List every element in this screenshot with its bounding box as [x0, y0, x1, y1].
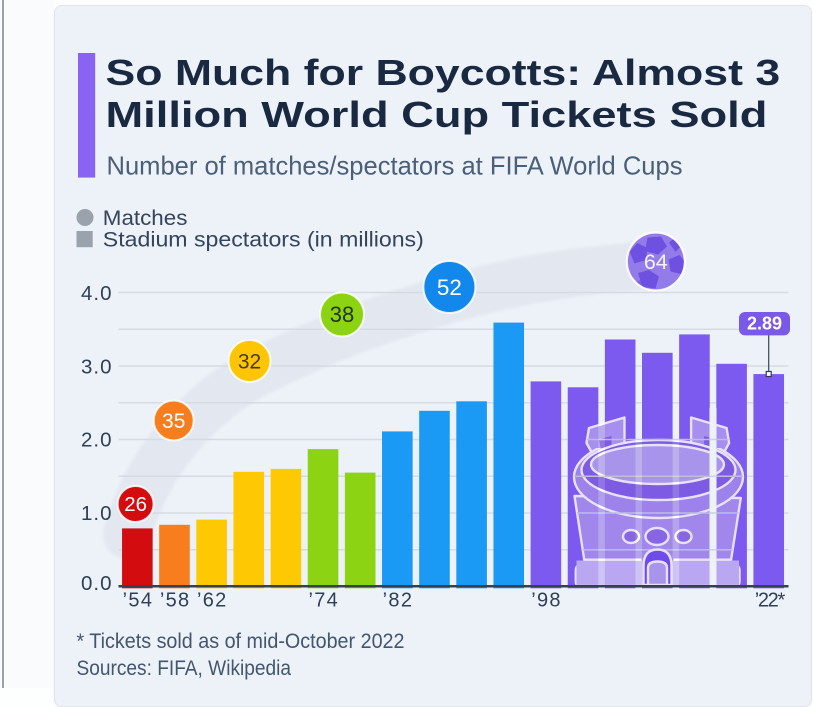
svg-text:’22*: ’22*: [755, 589, 786, 611]
svg-text:* Tickets sold as of mid-Octob: * Tickets sold as of mid-October 2022: [77, 630, 405, 653]
svg-text:Sources: FIFA, Wikipedia: Sources: FIFA, Wikipedia: [77, 657, 292, 680]
svg-text:’62: ’62: [197, 589, 226, 611]
svg-text:’98: ’98: [531, 589, 560, 611]
svg-text:Million World Cup Tickets Sold: Million World Cup Tickets Sold: [106, 94, 768, 135]
svg-text:Number of matches/spectators a: Number of matches/spectators at FIFA Wor…: [107, 151, 683, 181]
svg-text:3.0: 3.0: [81, 355, 112, 378]
svg-text:0.0: 0.0: [81, 572, 112, 595]
svg-text:38: 38: [330, 302, 354, 327]
svg-text:So Much for Boycotts: Almost 3: So Much for Boycotts: Almost 3: [106, 52, 781, 93]
svg-text:2.89: 2.89: [747, 313, 782, 333]
svg-text:Matches: Matches: [103, 206, 188, 230]
svg-text:32: 32: [238, 350, 261, 373]
svg-text:’82: ’82: [383, 589, 412, 611]
svg-text:1.0: 1.0: [81, 502, 112, 525]
svg-text:’74: ’74: [308, 589, 337, 611]
svg-text:26: 26: [124, 493, 147, 516]
svg-text:’58: ’58: [160, 589, 189, 611]
svg-text:4.0: 4.0: [81, 282, 112, 305]
svg-text:52: 52: [437, 275, 462, 300]
svg-text:64: 64: [644, 250, 668, 274]
svg-text:35: 35: [162, 410, 185, 433]
svg-text:Stadium spectators (in million: Stadium spectators (in millions): [103, 227, 424, 251]
svg-text:2.0: 2.0: [81, 429, 112, 452]
svg-text:’54: ’54: [123, 589, 152, 611]
